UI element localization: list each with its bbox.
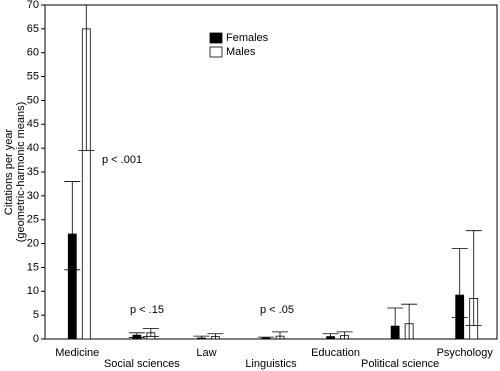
annotation: p < .15 [130, 304, 164, 316]
error-bar [387, 307, 404, 340]
plot-frame [44, 4, 498, 340]
x-tick-label: Medicine [55, 347, 99, 359]
y-tick-label: 65 [27, 23, 39, 35]
y-tick-label: 50 [27, 94, 39, 106]
y-tick-label: 60 [27, 47, 39, 59]
error-bar [64, 181, 81, 271]
x-tick-label: Psychology [437, 347, 494, 359]
error-bar [465, 230, 482, 327]
y-tick-label: 70 [27, 0, 39, 11]
error-bar [193, 335, 210, 340]
y-tick-label: 5 [33, 309, 39, 321]
error-bar [142, 328, 159, 338]
y-tick-label: 15 [27, 261, 39, 273]
error-bar [272, 331, 288, 340]
legend-label: Females [226, 32, 269, 44]
error-bar [322, 333, 339, 340]
x-tick-label: Social sciences [104, 358, 180, 370]
error-bar [451, 247, 468, 318]
y-axis-label: (geometric-harmonic means) [15, 102, 27, 243]
error-bar [401, 303, 418, 340]
error-bar [336, 331, 353, 340]
error-bar [128, 332, 145, 338]
x-tick-label: Political science [361, 358, 439, 370]
y-tick-label: 55 [27, 70, 39, 82]
y-axis-label: Citations per year [3, 129, 15, 216]
error-bar [78, 4, 95, 151]
annotation: p < .001 [102, 154, 142, 166]
legend-swatch [209, 46, 223, 58]
y-tick-label: 45 [27, 118, 39, 130]
legend-swatch [209, 32, 223, 44]
x-tick-label: Linguistics [245, 358, 297, 370]
y-tick-label: 10 [27, 285, 39, 297]
x-tick-label: Education [311, 347, 360, 359]
y-tick-label: 20 [27, 237, 39, 249]
y-tick-label: 35 [27, 166, 39, 178]
y-tick-label: 40 [27, 142, 39, 154]
y-tick-label: 30 [27, 190, 39, 202]
x-tick-label: Law [196, 347, 216, 359]
annotation: p < .05 [260, 304, 294, 316]
error-bar [258, 336, 274, 340]
y-tick-label: 25 [27, 214, 39, 226]
error-bar [207, 333, 224, 340]
y-tick-label: 0 [33, 333, 39, 345]
legend-label: Males [226, 46, 256, 58]
